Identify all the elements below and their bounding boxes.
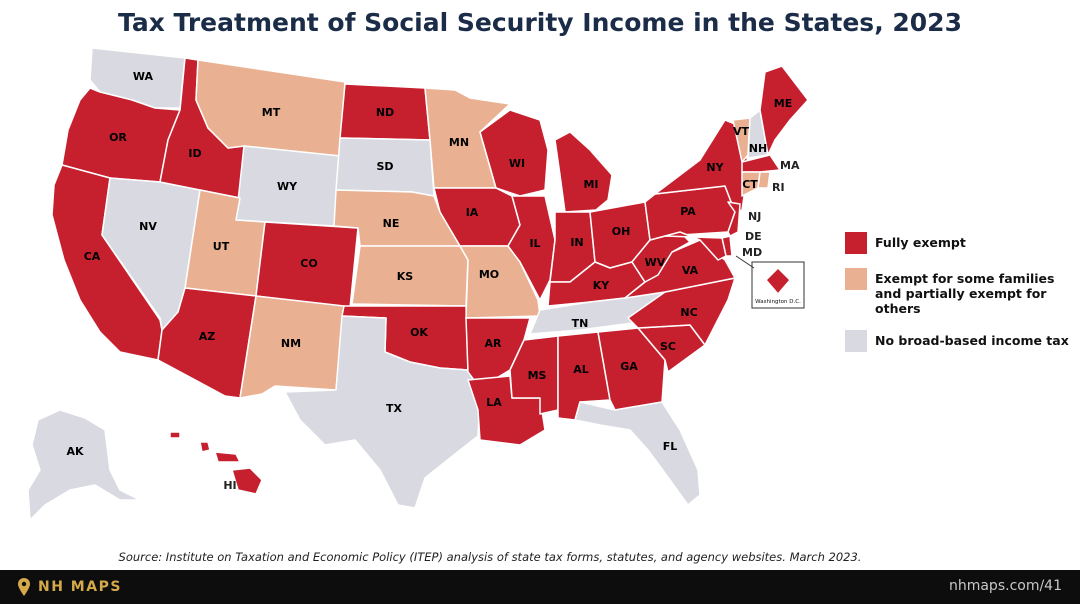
label-ne: NE	[383, 217, 400, 230]
footer-url[interactable]: nhmaps.com/41	[948, 578, 1062, 594]
label-ks: KS	[397, 270, 414, 283]
label-nm: NM	[281, 337, 301, 350]
label-ar: AR	[485, 337, 503, 350]
label-ok: OK	[410, 326, 428, 339]
us-states-map: Washington D.C. WA OR CA NV ID MT WY UT …	[27, 47, 809, 521]
brand-name: NH MAPS	[38, 579, 122, 595]
label-ia: IA	[466, 206, 479, 219]
state-hi-islands	[199, 441, 211, 453]
legend: Fully exempt Exempt for some families an…	[845, 232, 1075, 366]
label-me: ME	[774, 97, 792, 110]
label-co: CO	[300, 257, 317, 270]
state-dc	[765, 267, 791, 295]
label-pa: PA	[680, 205, 696, 218]
legend-swatch-no-tax	[845, 330, 867, 352]
brand[interactable]: NH MAPS	[18, 578, 122, 596]
label-de: DE	[745, 230, 762, 243]
label-ma: MA	[780, 159, 800, 172]
state-labels: WA OR CA NV ID MT WY UT CO AZ NM ND SD N…	[66, 70, 799, 492]
label-mn: MN	[449, 136, 469, 149]
state-ri	[757, 171, 771, 189]
label-tx: TX	[386, 402, 403, 415]
state-md	[664, 231, 727, 261]
legend-swatch-fully-exempt	[845, 232, 867, 254]
label-vt: VT	[733, 125, 750, 138]
legend-item-partial: Exempt for some families and partially e…	[845, 268, 1075, 316]
state-mi	[554, 131, 613, 213]
label-az: AZ	[199, 330, 216, 343]
label-la: LA	[486, 396, 502, 409]
label-il: IL	[529, 237, 540, 250]
label-ut: UT	[213, 240, 230, 253]
label-mo: MO	[479, 268, 499, 281]
legend-swatch-partial	[845, 268, 867, 290]
state-ak	[27, 409, 141, 521]
state-hi-islands-3	[169, 431, 181, 439]
label-oh: OH	[612, 225, 631, 238]
label-wi: WI	[509, 157, 525, 170]
label-nd: ND	[376, 106, 394, 119]
label-fl: FL	[663, 440, 678, 453]
label-ri: RI	[772, 181, 785, 194]
label-id: ID	[188, 147, 201, 160]
label-nc: NC	[680, 306, 697, 319]
label-sc: SC	[660, 340, 676, 353]
legend-item-fully-exempt: Fully exempt	[845, 232, 1075, 254]
label-md: MD	[742, 246, 762, 259]
label-ms: MS	[528, 369, 547, 382]
label-ak: AK	[66, 445, 84, 458]
label-al: AL	[573, 363, 589, 376]
label-or: OR	[109, 131, 127, 144]
legend-label-no-tax: No broad-based income tax	[875, 333, 1069, 348]
dc-leader-line	[735, 255, 755, 269]
state-fl	[574, 401, 701, 506]
label-sd: SD	[376, 160, 393, 173]
label-ca: CA	[84, 250, 101, 263]
source-note: Source: Institute on Taxation and Econom…	[118, 550, 862, 564]
state-hi	[231, 467, 263, 495]
label-in: IN	[570, 236, 583, 249]
label-hi: HI	[223, 479, 236, 492]
label-nv: NV	[139, 220, 157, 233]
label-va: VA	[682, 264, 699, 277]
state-me	[759, 65, 809, 156]
map-pin-icon	[18, 578, 30, 596]
label-nj: NJ	[748, 210, 761, 223]
state-wi	[479, 109, 549, 197]
state-hi-islands-2	[214, 451, 241, 463]
state-ma	[741, 154, 781, 173]
footer-bar: NH MAPS nhmaps.com/41	[0, 570, 1080, 604]
label-wy: WY	[277, 180, 298, 193]
label-mt: MT	[262, 106, 281, 119]
label-ky: KY	[593, 279, 611, 292]
label-nh: NH	[749, 142, 767, 155]
label-ga: GA	[620, 360, 638, 373]
legend-label-partial: Exempt for some families and partially e…	[875, 271, 1055, 316]
dc-label: Washington D.C.	[755, 299, 801, 305]
label-wa: WA	[133, 70, 154, 83]
label-ny: NY	[706, 161, 724, 174]
map-title: Tax Treatment of Social Security Income …	[118, 8, 962, 37]
legend-item-no-tax: No broad-based income tax	[845, 330, 1075, 352]
state-tx	[284, 315, 481, 509]
label-wv: WV	[645, 256, 666, 269]
label-ct: CT	[742, 178, 758, 191]
state-il	[507, 195, 556, 301]
legend-label-fully-exempt: Fully exempt	[875, 235, 966, 250]
label-tn: TN	[572, 317, 589, 330]
label-mi: MI	[583, 178, 598, 191]
